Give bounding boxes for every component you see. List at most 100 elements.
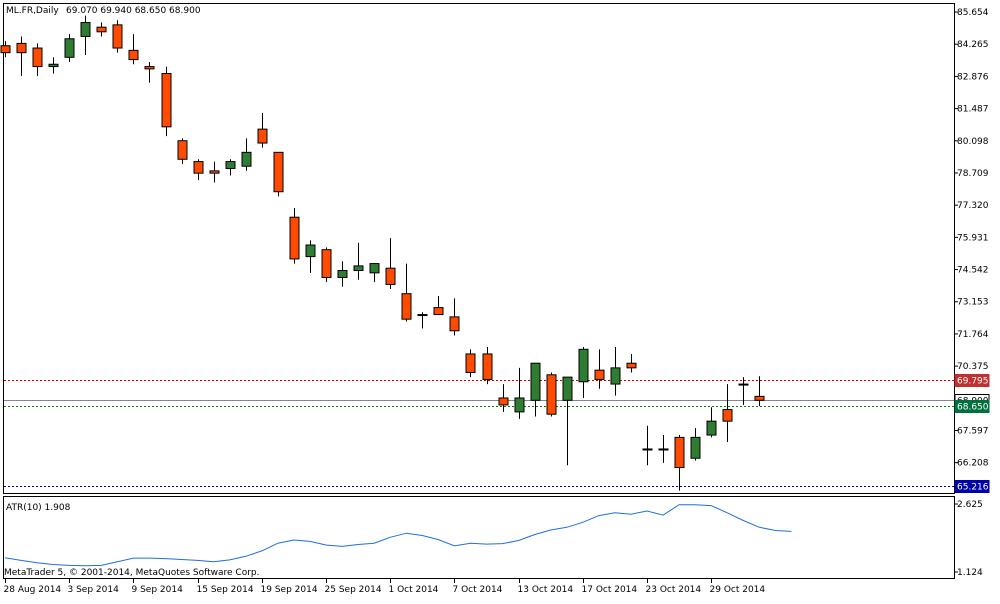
level-green-label-box: [954, 400, 990, 413]
candle: [626, 353, 637, 373]
atr-tick-label: 1.124: [957, 568, 983, 578]
candle-body-bull: [369, 263, 380, 274]
candle-body-bear: [128, 49, 139, 61]
candle: [546, 372, 557, 417]
candle-body-bull: [690, 436, 701, 459]
price-tick-label: 74.542: [957, 266, 989, 276]
date-tick-label: 15 Sep 2014: [197, 585, 254, 595]
date-tick-label: 23 Oct 2014: [646, 585, 702, 595]
price-tick-label: 81.487: [957, 105, 989, 115]
candle-body-bear: [32, 47, 43, 68]
level-blue-label: 65.216: [957, 483, 989, 493]
candle: [161, 66, 172, 137]
candle: [209, 161, 220, 183]
date-tick-label: 17 Oct 2014: [582, 585, 638, 595]
price-tick-label: 82.876: [957, 72, 989, 82]
candle-body-bull: [514, 397, 525, 413]
candle: [417, 312, 428, 329]
candle: [64, 34, 75, 62]
candle-body-bear: [177, 140, 188, 160]
candle-body-bull: [337, 270, 348, 278]
candle: [16, 36, 27, 76]
candle-body-bear: [433, 307, 444, 316]
candle: [128, 34, 139, 65]
atr-axis: 2.625 1.124: [954, 500, 983, 578]
candle: [562, 376, 573, 466]
date-tick-label: 3 Sep 2014: [68, 585, 120, 595]
price-tick-label: 85.654: [957, 8, 989, 18]
date-tick-label: 19 Sep 2014: [261, 585, 318, 595]
price-tick-label: 66.208: [957, 459, 989, 469]
candlestick-series: [0, 15, 765, 491]
candle-body-bull: [305, 244, 316, 258]
candle-body-bear: [273, 151, 284, 193]
candle: [321, 247, 332, 283]
level-red-label-box: [954, 374, 990, 387]
candle-body-bear: [96, 26, 107, 33]
candle-body-bull: [417, 314, 428, 317]
price-tick-label: 78.709: [957, 169, 989, 179]
candle-body-bull: [64, 38, 75, 58]
candle-body-bull: [642, 448, 653, 451]
candle-body-bear: [144, 66, 155, 70]
candle: [385, 238, 396, 290]
candle: [401, 263, 412, 322]
candle: [305, 240, 316, 273]
candle-body-bear: [546, 374, 557, 415]
candle-body-bear: [498, 397, 509, 406]
candle: [177, 138, 188, 164]
level-red-label: 69.795: [957, 377, 989, 387]
candle: [353, 242, 364, 280]
candle: [144, 61, 155, 83]
price-level-lines: [4, 380, 954, 487]
candle: [225, 159, 236, 176]
candle: [369, 263, 380, 283]
candle-body-bear: [754, 395, 765, 401]
candle-body-bear: [722, 409, 733, 422]
candle: [48, 57, 59, 74]
date-tick-label: 25 Sep 2014: [325, 585, 382, 595]
candle: [193, 159, 204, 181]
candle: [530, 362, 541, 417]
atr-line: [4, 504, 792, 567]
candle: [337, 261, 348, 287]
date-tick-label: 13 Oct 2014: [518, 585, 574, 595]
price-tick-label: 73.153: [957, 298, 989, 308]
candle-body-bull: [610, 367, 621, 385]
candle: [289, 207, 300, 264]
level-blue-label-box: [954, 480, 990, 493]
candle-body-bear: [449, 316, 460, 332]
candle-body-bear: [465, 353, 476, 373]
candle: [96, 22, 107, 37]
candle: [433, 296, 444, 316]
candle: [578, 346, 589, 398]
candle-body-bear: [209, 170, 220, 174]
date-tick-label: 29 Oct 2014: [710, 585, 766, 595]
candle: [690, 428, 701, 461]
date-tick-label: 9 Sep 2014: [132, 585, 184, 595]
candle: [642, 425, 653, 466]
price-tick-label: 70.375: [957, 362, 989, 372]
candle: [498, 384, 509, 412]
candle-body-bull: [353, 265, 364, 272]
price-tick-label: 75.931: [957, 233, 989, 243]
candle-body-bull: [80, 22, 91, 37]
date-tick-label: 28 Aug 2014: [4, 585, 62, 595]
candle-body-bull: [48, 63, 59, 68]
candle-body-bull: [562, 376, 573, 401]
candle: [738, 377, 749, 405]
level-green-label: 68.650: [957, 403, 989, 413]
candle-body-bear: [289, 216, 300, 260]
candle: [706, 407, 717, 438]
candle-body-bear: [112, 24, 123, 49]
copyright-label: MetaTrader 5, © 2001-2014, MetaQuotes So…: [4, 568, 260, 578]
price-pane-frame: [3, 3, 955, 494]
candle: [594, 349, 605, 389]
candle: [658, 435, 669, 463]
candle-body-bull: [738, 383, 749, 386]
candle: [273, 151, 284, 197]
candle-body-bear: [321, 249, 332, 278]
candle-body-bear: [193, 161, 204, 174]
candle: [674, 435, 685, 491]
